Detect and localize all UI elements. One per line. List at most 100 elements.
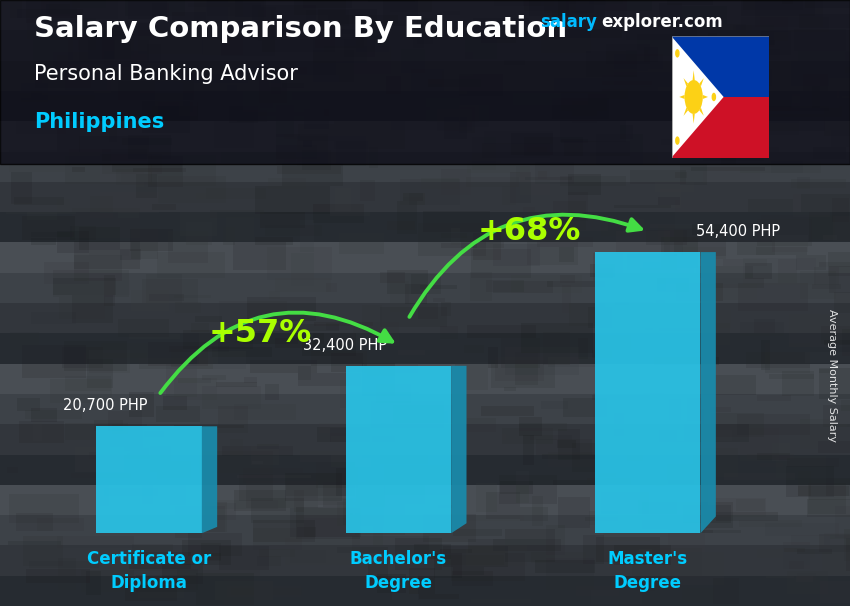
Bar bbox=[139, 93, 193, 112]
Bar bbox=[441, 302, 451, 316]
Bar bbox=[799, 14, 850, 28]
Bar bbox=[491, 435, 506, 440]
Bar bbox=[200, 331, 218, 364]
Bar bbox=[654, 181, 694, 192]
Bar bbox=[704, 167, 761, 184]
Text: +68%: +68% bbox=[477, 216, 581, 247]
Text: +57%: +57% bbox=[209, 318, 312, 348]
Bar bbox=[26, 410, 82, 419]
Bar bbox=[31, 312, 76, 324]
Bar bbox=[796, 177, 810, 189]
Bar bbox=[470, 272, 492, 301]
Bar bbox=[0, 364, 850, 394]
Bar bbox=[104, 275, 115, 306]
Bar bbox=[306, 10, 348, 26]
Bar bbox=[695, 530, 740, 533]
Bar bbox=[0, 61, 850, 91]
Bar bbox=[136, 174, 157, 198]
Bar bbox=[397, 201, 417, 235]
Bar bbox=[683, 247, 726, 259]
Bar bbox=[481, 407, 535, 416]
Bar bbox=[59, 296, 105, 319]
Bar bbox=[10, 333, 38, 350]
Bar bbox=[455, 465, 464, 476]
Bar bbox=[671, 35, 709, 65]
Bar bbox=[282, 163, 343, 185]
Bar bbox=[664, 228, 683, 256]
Bar bbox=[544, 0, 594, 13]
Bar bbox=[734, 224, 765, 228]
Bar bbox=[212, 347, 272, 358]
Bar bbox=[702, 502, 734, 528]
Bar bbox=[783, 542, 810, 569]
Bar bbox=[394, 405, 452, 424]
Bar bbox=[627, 447, 643, 461]
Bar bbox=[596, 538, 660, 562]
Bar bbox=[57, 55, 92, 75]
Bar bbox=[466, 545, 527, 566]
Bar bbox=[638, 549, 653, 563]
Bar bbox=[569, 174, 602, 195]
Bar bbox=[437, 109, 473, 131]
Bar bbox=[546, 525, 565, 555]
Bar bbox=[388, 221, 415, 230]
Bar bbox=[215, 581, 273, 600]
Bar bbox=[599, 302, 654, 330]
Bar bbox=[738, 284, 807, 311]
Bar bbox=[756, 0, 823, 27]
Bar bbox=[504, 60, 525, 65]
Bar bbox=[649, 224, 710, 228]
Bar bbox=[27, 19, 39, 39]
Bar bbox=[473, 18, 529, 39]
Bar bbox=[434, 553, 462, 578]
Bar bbox=[530, 0, 570, 16]
Bar bbox=[257, 444, 279, 449]
Bar bbox=[471, 599, 531, 603]
Bar bbox=[742, 48, 779, 60]
Bar bbox=[247, 297, 316, 321]
Bar bbox=[128, 442, 185, 467]
Bar bbox=[819, 534, 850, 552]
Bar bbox=[331, 353, 363, 372]
Bar bbox=[638, 35, 698, 56]
Circle shape bbox=[675, 136, 680, 145]
Bar bbox=[808, 479, 850, 500]
Bar bbox=[360, 179, 375, 201]
Bar bbox=[591, 81, 652, 85]
Bar bbox=[614, 413, 624, 436]
Bar bbox=[88, 281, 130, 295]
Bar bbox=[548, 358, 605, 367]
Bar bbox=[456, 362, 488, 390]
Bar bbox=[721, 148, 736, 164]
Bar bbox=[387, 183, 441, 197]
Bar bbox=[542, 453, 599, 459]
Bar bbox=[543, 332, 570, 365]
Bar bbox=[794, 28, 846, 51]
Bar bbox=[616, 231, 670, 258]
Polygon shape bbox=[700, 107, 704, 116]
Bar bbox=[57, 231, 89, 253]
Bar bbox=[235, 339, 310, 344]
Bar bbox=[250, 360, 317, 373]
Bar bbox=[201, 386, 261, 409]
Bar bbox=[735, 499, 765, 511]
Bar bbox=[515, 352, 538, 385]
Bar bbox=[268, 178, 306, 189]
Bar bbox=[643, 262, 666, 291]
Bar bbox=[72, 0, 106, 8]
Bar bbox=[778, 259, 797, 283]
Bar bbox=[578, 338, 587, 359]
Bar bbox=[20, 93, 95, 100]
Bar bbox=[768, 375, 814, 379]
Bar bbox=[72, 167, 86, 172]
Bar bbox=[703, 278, 764, 288]
Bar bbox=[738, 40, 775, 45]
Bar bbox=[152, 106, 198, 121]
Bar bbox=[585, 517, 626, 521]
Bar bbox=[131, 290, 169, 311]
Text: 20,700 PHP: 20,700 PHP bbox=[63, 398, 147, 413]
Bar bbox=[173, 295, 211, 298]
Bar bbox=[49, 0, 118, 19]
Bar bbox=[676, 552, 723, 585]
Bar bbox=[641, 86, 650, 118]
